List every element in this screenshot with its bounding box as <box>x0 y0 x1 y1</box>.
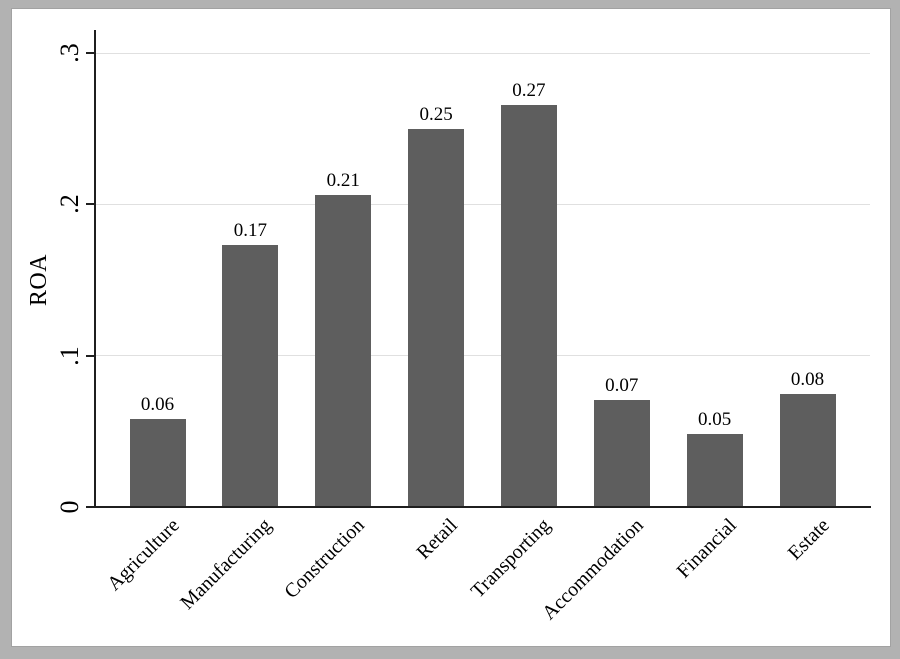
bar-accommodation <box>593 399 650 507</box>
bar-retail <box>408 128 465 508</box>
y-tick-mark <box>86 506 94 508</box>
y-gridline <box>95 52 870 54</box>
y-axis-title: ROA <box>26 253 52 307</box>
y-tick-label: .2 <box>55 194 84 215</box>
bar-transporting <box>500 104 557 507</box>
bar-financial <box>686 434 743 507</box>
y-tick-mark <box>86 52 94 55</box>
bar-value-label: 0.17 <box>233 220 268 242</box>
y-axis-line <box>94 30 96 508</box>
bar-value-label: 0.05 <box>697 409 732 431</box>
bar-value-label: 0.21 <box>326 170 360 192</box>
bar-estate <box>779 393 836 507</box>
bar-value-label: 0.27 <box>512 79 546 101</box>
bar-value-label: 0.07 <box>605 374 639 396</box>
bar-value-label: 0.08 <box>790 368 825 390</box>
y-tick-label: 0 <box>55 500 84 514</box>
x-axis-line <box>94 506 871 508</box>
bar-value-label: 0.06 <box>140 394 175 416</box>
bar-manufacturing <box>222 245 279 507</box>
bar-value-label: 0.25 <box>419 103 453 125</box>
y-tick-label: .3 <box>55 43 84 63</box>
y-tick-mark <box>86 203 94 206</box>
bar-construction <box>315 195 372 507</box>
bar-agriculture <box>129 419 186 507</box>
y-gridline <box>95 203 870 205</box>
y-tick-label: .1 <box>55 345 84 366</box>
y-gridline <box>95 355 870 357</box>
y-tick-mark <box>86 354 94 357</box>
